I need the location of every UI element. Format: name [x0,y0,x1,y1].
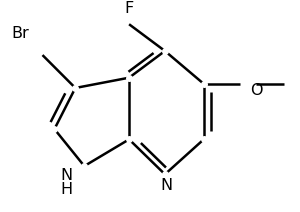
Text: N: N [60,168,73,183]
Text: N: N [160,178,172,193]
Text: O: O [250,83,262,98]
Text: H: H [60,182,73,197]
Text: F: F [124,1,134,16]
Text: Br: Br [11,26,29,41]
